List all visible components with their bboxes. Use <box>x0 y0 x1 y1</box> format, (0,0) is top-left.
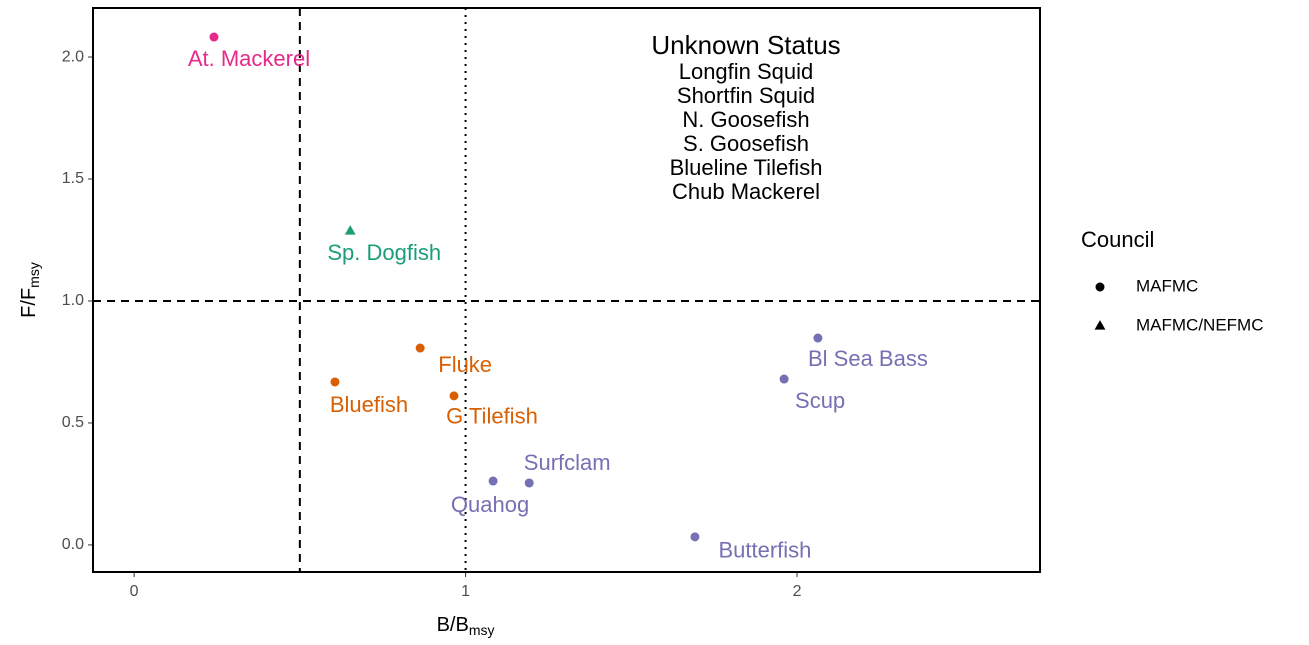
y-tick-label: 1.0 <box>62 292 84 309</box>
point <box>209 32 219 42</box>
annotation-line: N. Goosefish <box>682 107 809 132</box>
point <box>690 532 700 542</box>
x-tick-label: 1 <box>461 583 470 600</box>
point <box>330 377 340 387</box>
y-tick-label: 2.0 <box>62 48 84 65</box>
annotation-line: Chub Mackerel <box>672 179 820 204</box>
x-axis-label-sub: msy <box>469 622 495 638</box>
point-label: Bl Sea Bass <box>808 346 928 371</box>
legend-title: Council <box>1081 227 1154 252</box>
plot-frame <box>92 7 1041 573</box>
y-axis-label-sub: msy <box>26 262 42 288</box>
y-tick-label: 0.5 <box>62 414 84 431</box>
point-label: Butterfish <box>718 538 811 563</box>
annotation-title: Unknown Status <box>651 30 840 60</box>
point <box>524 478 534 488</box>
annotation-line: Blueline Tilefish <box>670 155 823 180</box>
x-tick-label: 2 <box>793 583 802 600</box>
y-axis-label: F/Fmsy <box>18 262 41 318</box>
legend-symbol <box>1094 320 1106 330</box>
point-label: G Tilefish <box>446 404 538 429</box>
point <box>813 333 823 343</box>
point <box>415 343 425 353</box>
legend-label: MAFMC <box>1136 276 1198 295</box>
legend-label: MAFMC/NEFMC <box>1136 315 1263 334</box>
point <box>488 476 498 486</box>
point-label: At. Mackerel <box>188 46 310 71</box>
x-tick-label: 0 <box>130 583 139 600</box>
point <box>779 374 789 384</box>
annotation-line: S. Goosefish <box>683 131 809 156</box>
x-axis-label: B/Bmsy <box>437 614 495 637</box>
point-label: Surfclam <box>524 450 611 475</box>
point <box>449 391 459 401</box>
y-axis-label-main: F/F <box>18 288 40 318</box>
annotation-line: Shortfin Squid <box>677 83 815 108</box>
y-tick-label: 0.0 <box>62 536 84 553</box>
point-label: Quahog <box>451 492 529 517</box>
point-label: Fluke <box>438 352 492 377</box>
point <box>344 225 356 235</box>
legend-symbol <box>1095 282 1105 292</box>
point-label: Bluefish <box>330 392 408 417</box>
x-axis-label-main: B/B <box>437 614 469 636</box>
point-label: Sp. Dogfish <box>327 240 441 265</box>
point-label: Scup <box>795 388 845 413</box>
y-tick-label: 1.5 <box>62 170 84 187</box>
annotation-line: Longfin Squid <box>679 59 814 84</box>
